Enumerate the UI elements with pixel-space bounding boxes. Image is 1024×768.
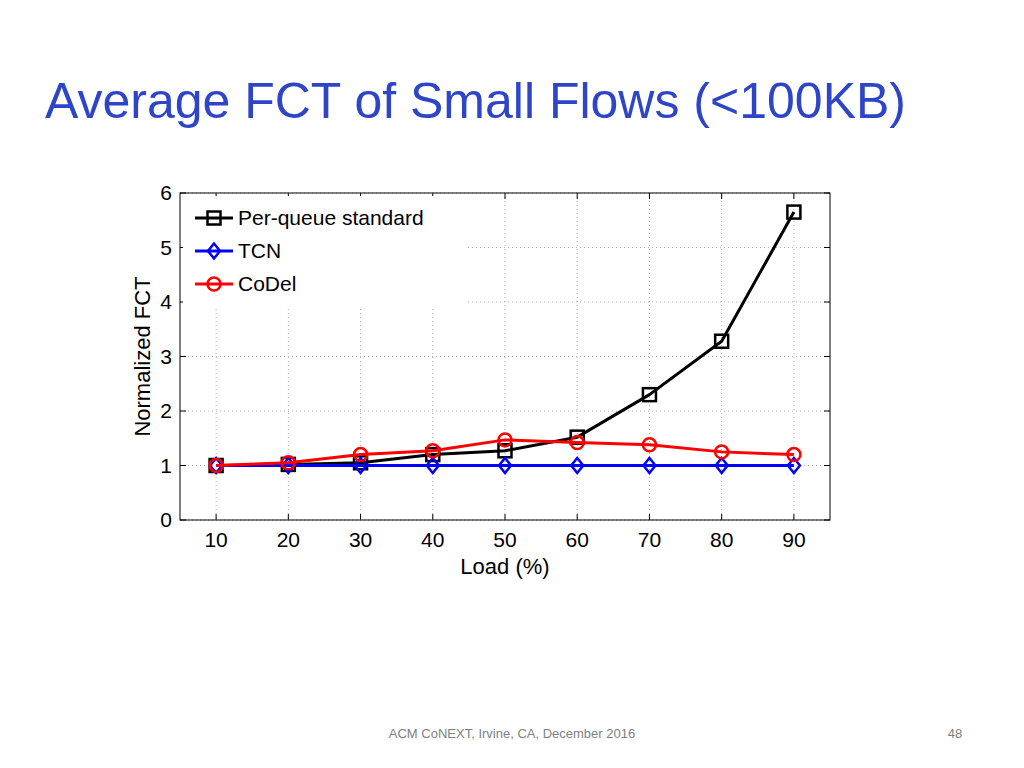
point-marker [571, 458, 583, 473]
tick-label: 5 [160, 236, 172, 259]
point-marker [282, 458, 294, 473]
tick-label: 20 [277, 528, 300, 551]
grid-line [180, 465, 830, 466]
tick [793, 514, 794, 520]
footer: ACM CoNEXT, Irvine, CA, December 2016 [389, 726, 635, 741]
legend-label: Per-queue standard [238, 206, 424, 229]
series-line [216, 464, 794, 467]
point-marker [643, 458, 655, 473]
tick-label: 1 [160, 454, 172, 477]
legend-marker [208, 212, 221, 225]
tick-label: 3 [160, 345, 172, 368]
tick-label: 50 [493, 528, 516, 551]
tick [505, 193, 506, 199]
legend-line [195, 217, 233, 220]
tick-label: 10 [204, 528, 227, 551]
tick [180, 356, 186, 357]
tick-label: 40 [421, 528, 444, 551]
point-marker [715, 445, 728, 458]
tick [721, 514, 722, 520]
point-marker [427, 458, 439, 473]
tick [793, 193, 794, 199]
tick [721, 193, 722, 199]
tick [824, 411, 830, 412]
tick-label: 90 [782, 528, 805, 551]
tick-label: 80 [710, 528, 733, 551]
point-marker [787, 206, 800, 219]
point-marker [499, 433, 512, 446]
point-marker [643, 438, 656, 451]
slide: Average FCT of Small Flows (<100KB) ACM C… [0, 0, 1024, 768]
legend-marker [208, 244, 220, 259]
tick [649, 193, 650, 199]
legend-label: CoDel [238, 272, 296, 295]
tick [824, 247, 830, 248]
point-marker [282, 456, 295, 469]
tick [360, 514, 361, 520]
point-marker [499, 458, 511, 473]
point-marker [354, 448, 367, 461]
plot-background [180, 193, 830, 520]
legend-line [195, 250, 233, 253]
point-marker [426, 444, 439, 457]
tick [288, 514, 289, 520]
tick-label: 0 [160, 508, 172, 531]
y-axis-label: Normalized FCT [130, 276, 155, 436]
title: Average FCT of Small Flows (<100KB) [45, 73, 906, 129]
tick [577, 193, 578, 199]
grid-line [180, 411, 830, 412]
tick [180, 411, 186, 412]
tick [824, 302, 830, 303]
plot-frame [180, 193, 830, 520]
x-axis-label: Load (%) [460, 554, 549, 579]
series-line [216, 440, 794, 466]
tick [432, 514, 433, 520]
point-marker [643, 388, 656, 401]
legend-line [195, 283, 233, 286]
point-marker [715, 335, 728, 348]
legend-label: TCN [238, 239, 281, 262]
legend-marker [208, 278, 221, 291]
point-marker [716, 458, 728, 473]
legend: Per-queue standard TCN CoDel [183, 196, 468, 309]
grid-line [180, 356, 830, 357]
tick [649, 514, 650, 520]
page-number: 48 [948, 726, 962, 741]
tick-label: 6 [160, 181, 172, 204]
point-marker [571, 436, 584, 449]
tick-label: 2 [160, 399, 172, 422]
tick [505, 514, 506, 520]
point-marker [210, 459, 223, 472]
tick-label: 70 [638, 528, 661, 551]
tick-label: 60 [566, 528, 589, 551]
tick [180, 465, 186, 466]
tick [577, 514, 578, 520]
tick [824, 356, 830, 357]
tick-label: 4 [160, 290, 172, 313]
legend-box [183, 196, 468, 309]
tick-label: 30 [349, 528, 372, 551]
point-marker [787, 448, 800, 461]
tick [824, 465, 830, 466]
tick [216, 514, 217, 520]
